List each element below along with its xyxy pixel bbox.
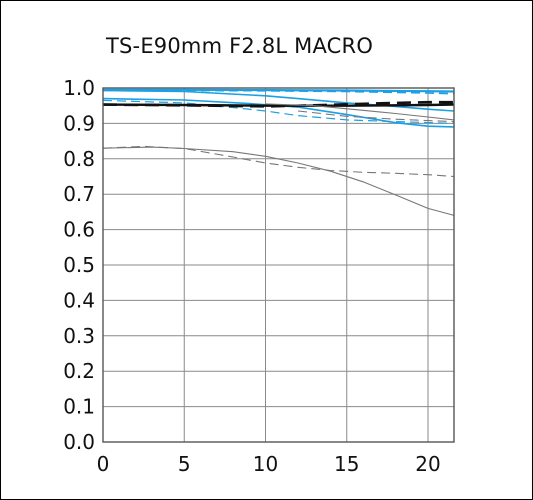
mtf-series-line-5 — [102, 99, 455, 124]
y-tick-label: 0.8 — [63, 147, 95, 171]
x-tick-label: 5 — [178, 452, 191, 476]
y-tick-label: 0.2 — [63, 359, 95, 383]
axis-layer: 0.0 0.1 0.2 0.3 0.4 0.5 0.6 0.7 0.8 0.9 1.0 0 5 10 15 2… — [63, 76, 455, 476]
chart-title: TS-E90mm F2.8L MACRO — [106, 34, 374, 58]
y-tick-label: 0.3 — [63, 324, 95, 348]
plot-border — [102, 87, 455, 443]
y-tick-label: 1.0 — [63, 76, 95, 100]
x-tick-label: 20 — [415, 452, 440, 476]
mtf-series-line-2 — [103, 89, 455, 95]
y-tick-label: 0.6 — [63, 218, 95, 242]
mtf-series-line-7 — [102, 100, 454, 108]
y-tick-label: 0.1 — [63, 395, 95, 419]
y-tick-label: 0.5 — [63, 253, 95, 277]
y-tick-label: 0.0 — [63, 430, 95, 454]
mtf-series-line-10 — [265, 103, 455, 121]
mtf-series-line-11 — [297, 110, 455, 123]
y-tick-label: 0.9 — [63, 111, 95, 135]
x-tick-label: 15 — [334, 452, 359, 476]
mtf-series-line-3 — [102, 89, 455, 112]
y-tick-label: 0.4 — [63, 288, 95, 312]
series-layer — [102, 88, 455, 216]
y-tick-label: 0.7 — [63, 182, 95, 206]
mtf-series-line-9 — [102, 145, 455, 178]
grid-layer — [102, 87, 454, 443]
mtf-series-line-8 — [102, 146, 455, 216]
mtf-series-line-4 — [102, 97, 455, 128]
x-tick-label: 10 — [253, 452, 278, 476]
mtf-series-line-1 — [103, 88, 455, 93]
x-tick-label: 0 — [97, 452, 110, 476]
